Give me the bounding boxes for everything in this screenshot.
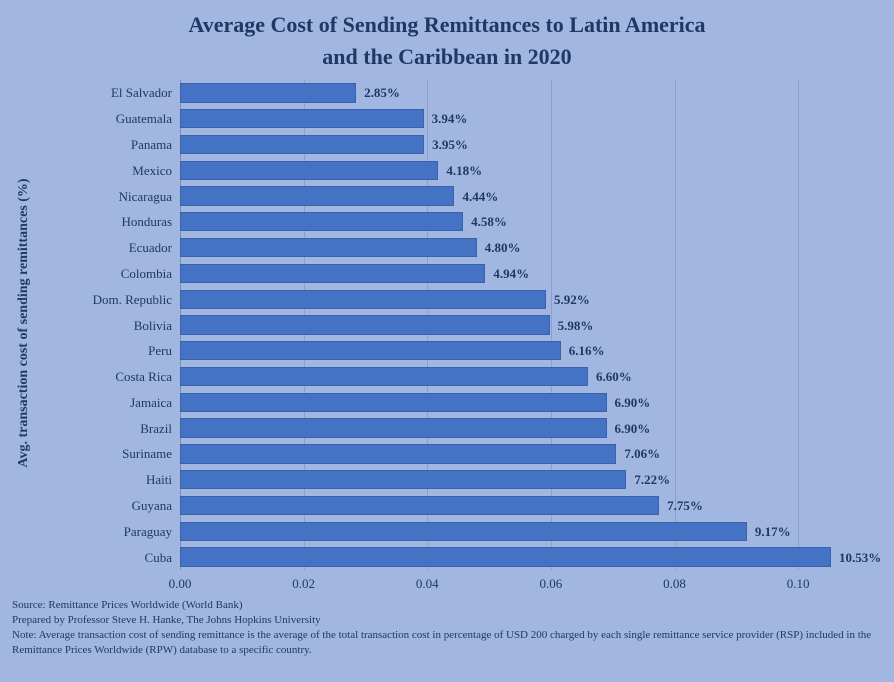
value-label: 6.60%	[596, 369, 632, 385]
bar	[180, 83, 356, 102]
value-label: 4.94%	[493, 266, 529, 282]
category-label: Cuba	[145, 550, 172, 566]
value-label: 4.58%	[471, 214, 507, 230]
category-label: El Salvador	[111, 85, 172, 101]
footer-line: Source: Remittance Prices Worldwide (Wor…	[12, 598, 882, 613]
value-label: 3.94%	[432, 111, 468, 127]
bar	[180, 212, 463, 231]
category-label: Mexico	[132, 163, 172, 179]
bar	[180, 264, 485, 283]
bar	[180, 418, 607, 437]
category-label: Bolivia	[134, 318, 172, 334]
bar	[180, 290, 546, 309]
value-label: 5.98%	[558, 318, 594, 334]
value-label: 4.44%	[462, 189, 498, 205]
plot-area: 0.000.020.040.060.080.10El Salvador2.85%…	[180, 80, 860, 570]
x-tick-label: 0.04	[416, 576, 439, 592]
category-label: Honduras	[121, 214, 172, 230]
value-label: 7.22%	[634, 472, 670, 488]
value-label: 6.90%	[615, 395, 651, 411]
category-label: Suriname	[122, 446, 172, 462]
category-label: Colombia	[121, 266, 172, 282]
value-label: 3.95%	[432, 137, 468, 153]
bar	[180, 547, 831, 566]
category-label: Ecuador	[129, 240, 172, 256]
value-label: 6.16%	[569, 343, 605, 359]
value-label: 4.80%	[485, 240, 521, 256]
bar	[180, 367, 588, 386]
chart-container: Average Cost of Sending Remittances to L…	[0, 0, 894, 682]
bar	[180, 470, 626, 489]
bar	[180, 186, 454, 205]
bar	[180, 161, 438, 180]
category-label: Brazil	[140, 421, 172, 437]
bar	[180, 109, 424, 128]
bar	[180, 315, 550, 334]
category-label: Costa Rica	[115, 369, 172, 385]
category-label: Paraguay	[124, 524, 172, 540]
value-label: 10.53%	[839, 550, 881, 566]
category-label: Peru	[148, 343, 172, 359]
category-label: Jamaica	[130, 395, 172, 411]
bar	[180, 522, 747, 541]
x-tick-label: 0.06	[540, 576, 563, 592]
category-label: Guyana	[132, 498, 172, 514]
chart-title-line1: Average Cost of Sending Remittances to L…	[0, 12, 894, 38]
category-label: Haiti	[146, 472, 172, 488]
footer-line: Note: Average transaction cost of sendin…	[12, 628, 882, 658]
bar	[180, 496, 659, 515]
value-label: 7.06%	[624, 446, 660, 462]
category-label: Nicaragua	[119, 189, 172, 205]
bar	[180, 393, 607, 412]
bar	[180, 444, 616, 463]
value-label: 2.85%	[364, 85, 400, 101]
y-axis-label: Avg. transaction cost of sending remitta…	[16, 173, 32, 473]
bar	[180, 238, 477, 257]
x-tick-label: 0.08	[663, 576, 686, 592]
footer-line: Prepared by Professor Steve H. Hanke, Th…	[12, 613, 882, 628]
value-label: 4.18%	[446, 163, 482, 179]
category-label: Dom. Republic	[93, 292, 172, 308]
bar	[180, 135, 424, 154]
value-label: 6.90%	[615, 421, 651, 437]
gridline	[798, 80, 799, 570]
chart-title-line2: and the Caribbean in 2020	[0, 44, 894, 70]
chart-footer: Source: Remittance Prices Worldwide (Wor…	[12, 598, 882, 657]
value-label: 7.75%	[667, 498, 703, 514]
x-tick-label: 0.10	[787, 576, 810, 592]
bar	[180, 341, 561, 360]
value-label: 9.17%	[755, 524, 791, 540]
value-label: 5.92%	[554, 292, 590, 308]
category-label: Panama	[131, 137, 172, 153]
category-label: Guatemala	[116, 111, 172, 127]
gridline	[675, 80, 676, 570]
x-tick-label: 0.02	[292, 576, 315, 592]
x-tick-label: 0.00	[169, 576, 192, 592]
